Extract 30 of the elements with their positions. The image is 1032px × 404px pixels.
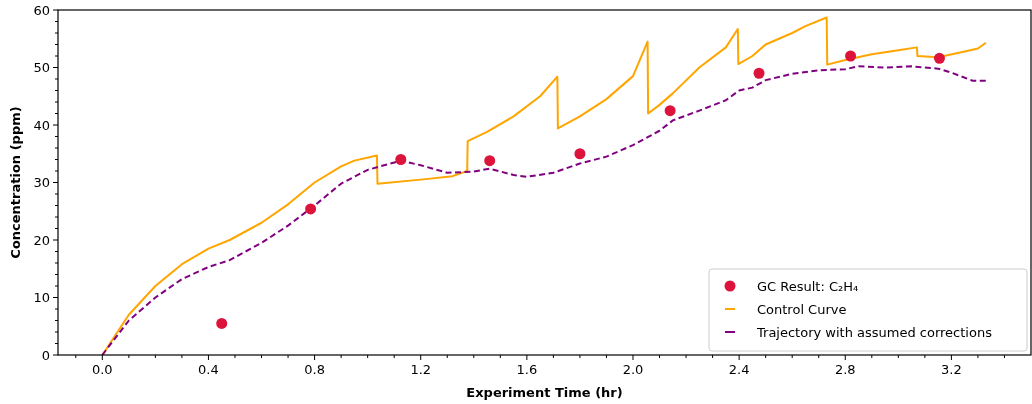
- point: [574, 148, 586, 160]
- x-tick-label: 3.2: [941, 362, 962, 377]
- point: [753, 67, 765, 79]
- x-tick-label: 1.2: [410, 362, 432, 377]
- point: [664, 105, 676, 117]
- legend-label: Control Curve: [757, 301, 847, 317]
- y-tick-label: 40: [33, 117, 50, 133]
- point: [845, 50, 857, 62]
- y-tick-label: 30: [33, 175, 50, 191]
- x-tick-label: 0.4: [198, 362, 219, 377]
- x-tick-label: 1.6: [516, 362, 538, 377]
- y-tick-label: 0: [41, 347, 50, 363]
- x-tick-label: 2.0: [622, 362, 644, 377]
- x-tick-label: 0.0: [91, 362, 113, 377]
- point: [216, 317, 228, 329]
- y-axis-title: Concentration (ppm): [8, 106, 23, 259]
- y-tick-label: 60: [33, 2, 50, 18]
- x-tick-label: 2.8: [834, 362, 856, 377]
- x-axis-title: Experiment Time (hr): [466, 385, 623, 400]
- y-tick-label: 50: [33, 60, 50, 76]
- legend-label: Trajectory with assumed corrections: [756, 324, 993, 340]
- point: [305, 203, 317, 215]
- y-tick-label: 10: [33, 290, 50, 306]
- point: [484, 155, 496, 167]
- y-tick-label: 20: [33, 232, 50, 248]
- point: [395, 154, 407, 165]
- x-tick-label: 0.8: [304, 362, 325, 377]
- x-tick-label: 2.4: [728, 362, 750, 377]
- point: [933, 52, 945, 64]
- legend-label: GC Result: C₂H₄: [757, 278, 859, 294]
